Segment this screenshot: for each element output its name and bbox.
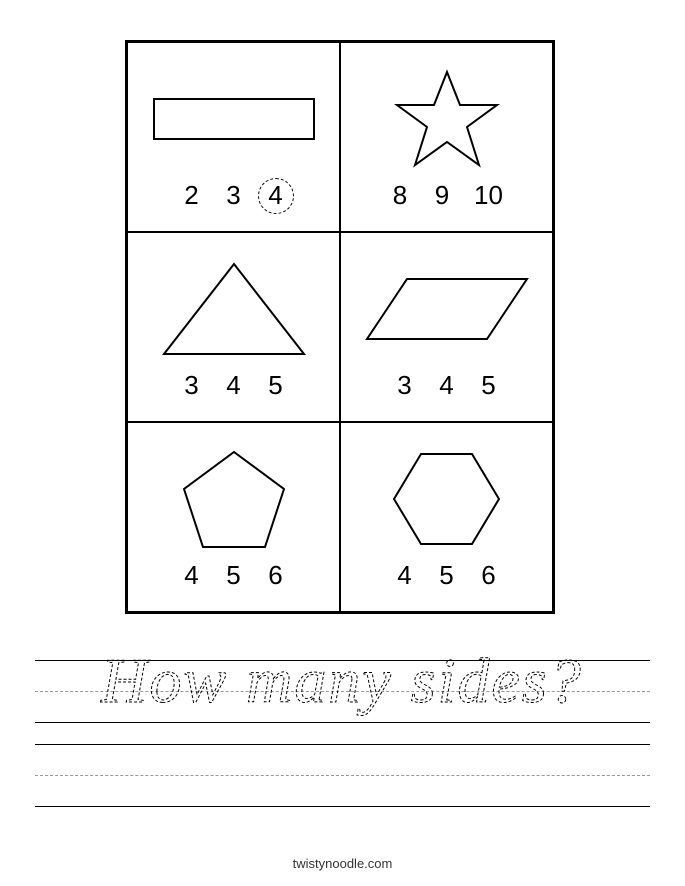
answer-choices: 234	[182, 180, 286, 211]
choice-6[interactable]: 6	[479, 560, 499, 591]
choice-5[interactable]: 5	[224, 560, 244, 591]
choice-2[interactable]: 2	[182, 180, 202, 211]
parallelogram-shape	[351, 248, 542, 370]
choice-3[interactable]: 3	[395, 370, 415, 401]
choice-5[interactable]: 5	[266, 370, 286, 401]
choice-8[interactable]: 8	[390, 180, 410, 211]
pentagon-shape	[138, 438, 329, 560]
choice-9[interactable]: 9	[432, 180, 452, 211]
answer-choices: 345	[182, 370, 286, 401]
choice-4[interactable]: 4	[437, 370, 457, 401]
writing-line-group	[35, 744, 650, 806]
answer-choices: 456	[182, 560, 286, 591]
choice-3[interactable]: 3	[224, 180, 244, 211]
title-text: How many sides?	[100, 645, 583, 716]
choice-4[interactable]: 4	[395, 560, 415, 591]
choice-5[interactable]: 5	[437, 560, 457, 591]
answer-choices: 456	[395, 560, 499, 591]
rectangle-shape	[138, 58, 329, 180]
shapes-grid: 2348910345345456456	[125, 40, 555, 614]
choice-3[interactable]: 3	[182, 370, 202, 401]
hexagon-shape	[351, 438, 542, 560]
answer-choices: 89 10	[390, 180, 503, 211]
grid-cell-pentagon: 456	[127, 422, 340, 612]
grid-cell-triangle: 345	[127, 232, 340, 422]
answer-choices: 345	[395, 370, 499, 401]
grid-cell-rectangle: 234	[127, 42, 340, 232]
star-shape	[351, 58, 542, 180]
choice-4[interactable]: 4	[266, 180, 286, 211]
choice-10[interactable]: 10	[474, 180, 503, 211]
choice-4[interactable]: 4	[182, 560, 202, 591]
footer-credit: twistynoodle.com	[0, 856, 685, 871]
choice-4[interactable]: 4	[224, 370, 244, 401]
grid-cell-parallelogram: 345	[340, 232, 553, 422]
grid-cell-hexagon: 456	[340, 422, 553, 612]
choice-5[interactable]: 5	[479, 370, 499, 401]
grid-cell-star: 89 10	[340, 42, 553, 232]
choice-6[interactable]: 6	[266, 560, 286, 591]
triangle-shape	[138, 248, 329, 370]
title-cursive: How many sides?	[35, 642, 650, 722]
